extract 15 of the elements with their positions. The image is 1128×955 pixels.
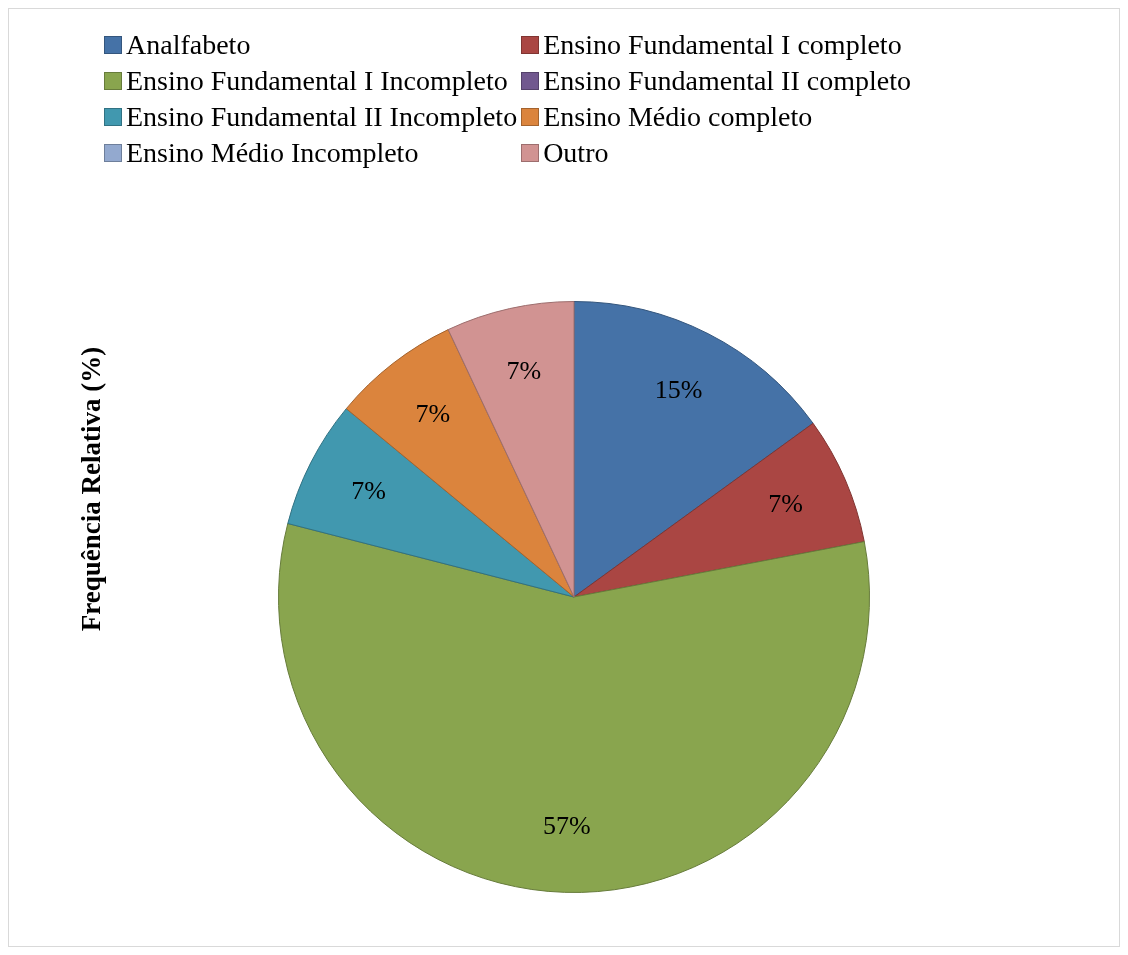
data-label: 7%: [506, 355, 542, 385]
legend-label: Outro: [543, 137, 609, 169]
text: Frequência Relativa (%): [75, 346, 107, 632]
legend-label: Ensino Médio Incompleto: [126, 137, 419, 169]
data-label: 57%: [542, 811, 591, 841]
data-label: 7%: [351, 476, 386, 506]
legend-label: Ensino Médio completo: [543, 101, 813, 133]
data-label: 7%: [768, 489, 803, 519]
legend-label: Ensino Fundamental I Incompleto: [126, 65, 508, 97]
legend-label: Ensino Fundamental II Incompleto: [126, 101, 518, 133]
data-label: 15%: [654, 375, 703, 405]
data-label: 7%: [415, 398, 451, 428]
legend-label: Ensino Fundamental I completo: [543, 29, 902, 61]
legend-label: Analfabeto: [126, 29, 251, 61]
legend-label: Ensino Fundamental II completo: [543, 65, 911, 97]
